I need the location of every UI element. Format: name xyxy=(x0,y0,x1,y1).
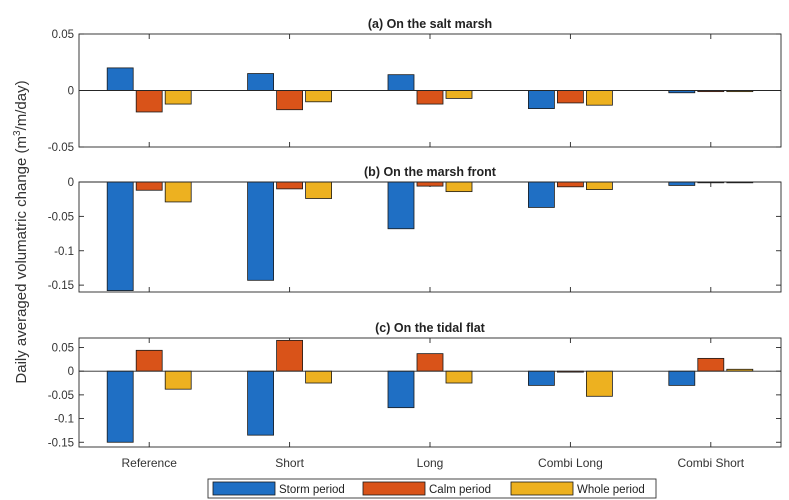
bar-storm-period xyxy=(247,181,275,281)
bar-calm-period xyxy=(276,181,304,190)
bar-calm-period xyxy=(135,90,163,113)
panel-title: (b) On the marsh front xyxy=(364,165,497,179)
legend-label: Whole period xyxy=(577,484,645,496)
bar-storm-period xyxy=(528,181,555,208)
y-tick-label: -0.15 xyxy=(48,437,74,449)
bar-storm-period xyxy=(668,181,696,186)
legend-label: Storm period xyxy=(279,484,345,496)
bar-storm-period xyxy=(528,90,555,109)
panel-a: (a) On the salt marsh -0.05 0 0.05 xyxy=(48,17,782,154)
legend-swatch xyxy=(212,481,276,496)
y-tick-label: 0 xyxy=(68,366,74,378)
panel-title: (a) On the salt marsh xyxy=(368,17,492,31)
bar-calm-period xyxy=(557,90,584,104)
x-tick-label: Long xyxy=(417,456,444,470)
y-tick-label: -0.05 xyxy=(48,390,74,402)
legend-label: Calm period xyxy=(429,484,491,496)
x-tick-label: Combi Long xyxy=(538,456,603,470)
bar-whole-period xyxy=(164,370,192,390)
y-axis-label-superscript: 3 xyxy=(12,130,23,136)
y-tick-label: 0.05 xyxy=(52,342,74,354)
y-tick-label: 0 xyxy=(68,86,74,98)
legend: Storm period Calm period Whole period xyxy=(207,478,657,499)
y-tick-label: -0.1 xyxy=(54,246,74,258)
bar-storm-period xyxy=(106,67,134,91)
y-tick-label: -0.15 xyxy=(48,280,74,292)
bar-whole-period xyxy=(586,370,613,397)
x-tick-label: Short xyxy=(275,456,304,470)
bar-calm-period xyxy=(697,357,725,372)
bar-storm-period xyxy=(247,73,275,91)
bar-whole-period xyxy=(445,181,473,193)
y-tick-label: -0.05 xyxy=(48,142,74,154)
bar-calm-period xyxy=(416,90,444,105)
legend-swatch xyxy=(510,481,574,496)
panel-title: (c) On the tidal flat xyxy=(375,321,486,335)
bar-whole-period xyxy=(305,370,333,384)
bar-storm-period xyxy=(387,181,415,230)
bar-calm-period xyxy=(416,181,444,187)
bar-storm-period xyxy=(247,370,275,436)
panel-c: (c) On the tidal flat -0.15 -0.1 -0.05 0 0.05… xyxy=(48,321,782,470)
y-tick-label: 0.05 xyxy=(52,29,74,41)
y-axis-label: Daily averaged volumatric change (m3/m/d… xyxy=(12,80,30,383)
y-tick-label: -0.05 xyxy=(48,211,74,223)
y-tick-label: -0.1 xyxy=(54,414,74,426)
x-tick-label: Combi Short xyxy=(677,456,744,470)
legend-swatch xyxy=(362,481,426,496)
bar-calm-period xyxy=(135,181,163,191)
bar-storm-period xyxy=(387,370,415,409)
bar-calm-period xyxy=(135,349,163,372)
bar-whole-period xyxy=(586,90,613,106)
bar-whole-period xyxy=(305,181,333,199)
bar-calm-period xyxy=(557,181,584,188)
y-tick-label: 0 xyxy=(68,177,74,189)
bar-whole-period xyxy=(164,181,192,203)
bar-whole-period xyxy=(305,90,333,103)
bar-whole-period xyxy=(445,90,473,99)
bar-whole-period xyxy=(164,90,192,105)
bar-storm-period xyxy=(106,370,134,443)
bar-calm-period xyxy=(276,339,304,372)
chart-panels: (a) On the salt marsh -0.05 0 0.05 (b) On th… xyxy=(48,17,782,470)
bar-storm-period xyxy=(528,370,555,386)
bar-calm-period xyxy=(416,353,444,372)
x-tick-label: Reference xyxy=(122,456,178,470)
bar-storm-period xyxy=(668,370,696,386)
bar-calm-period xyxy=(276,90,304,111)
panel-b: (b) On the marsh front -0.15 -0.1 -0.05 0 xyxy=(48,165,782,293)
bar-storm-period xyxy=(106,181,134,292)
bar-whole-period xyxy=(586,181,613,190)
bar-whole-period xyxy=(445,370,473,384)
bar-storm-period xyxy=(387,74,415,91)
